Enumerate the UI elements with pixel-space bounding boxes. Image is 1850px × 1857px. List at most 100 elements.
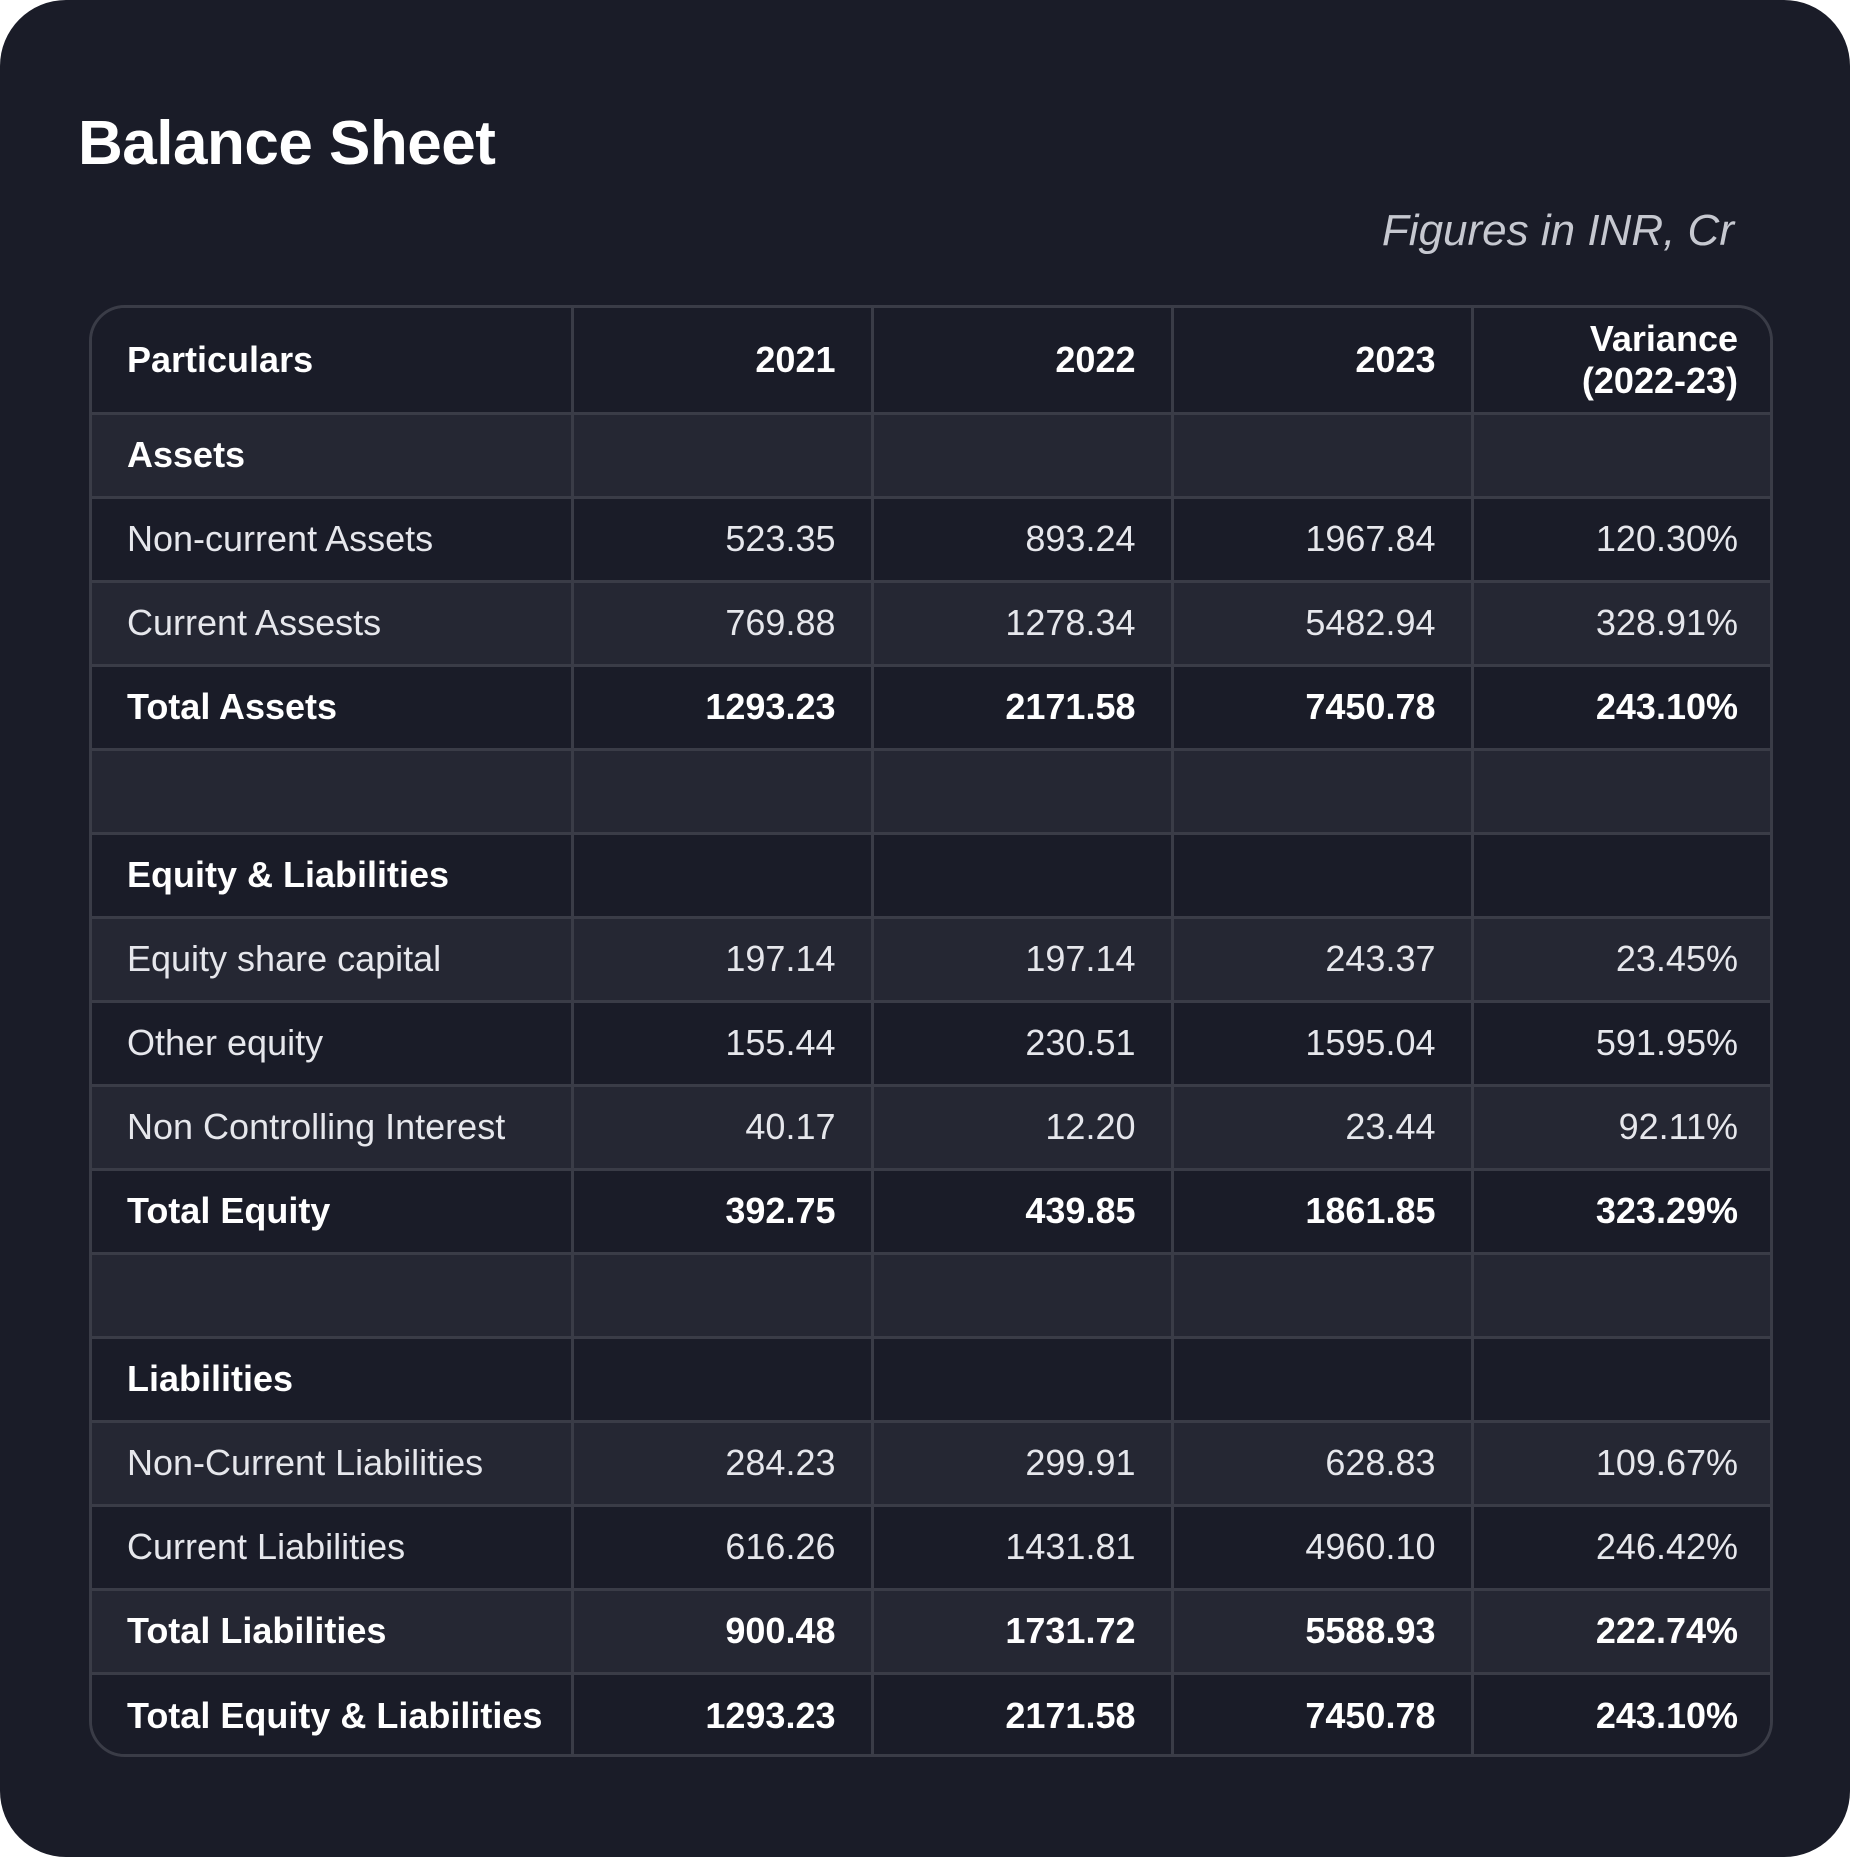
value-2022: 1731.72 <box>872 1589 1174 1675</box>
value-2023 <box>1172 1337 1474 1423</box>
balance-sheet-table: Particulars 2021 2022 2023 Variance (202… <box>89 305 1773 1757</box>
spacer-row <box>92 749 1770 835</box>
page-title: Balance Sheet <box>78 109 496 178</box>
row-label: Total Liabilities <box>92 1589 574 1675</box>
value-2023: 243.37 <box>1172 917 1474 1003</box>
value-variance <box>1472 1253 1770 1339</box>
value-variance <box>1472 1337 1770 1423</box>
value-variance <box>1472 749 1770 835</box>
value-variance: 222.74% <box>1472 1589 1770 1675</box>
total-row: Total Equity 392.75 439.85 1861.85 323.29% <box>92 1169 1770 1255</box>
value-2021 <box>572 413 874 499</box>
row-label: Equity & Liabilities <box>92 833 574 919</box>
value-variance: 591.95% <box>1472 1001 1770 1087</box>
row-label <box>92 749 574 835</box>
value-2023: 1595.04 <box>1172 1001 1474 1087</box>
row-label: Total Equity & Liabilities <box>92 1673 574 1754</box>
header-2021: 2021 <box>572 308 874 415</box>
value-2023: 5588.93 <box>1172 1589 1474 1675</box>
value-variance: 243.10% <box>1472 1673 1770 1754</box>
header-2023: 2023 <box>1172 308 1474 415</box>
row-label: Total Assets <box>92 665 574 751</box>
table-row: Non Controlling Interest 40.17 12.20 23.44 9… <box>92 1085 1770 1171</box>
value-2021 <box>572 833 874 919</box>
row-label: Other equity <box>92 1001 574 1087</box>
section-header-row: Liabilities <box>92 1337 1770 1423</box>
value-2022: 197.14 <box>872 917 1174 1003</box>
value-2023: 5482.94 <box>1172 581 1474 667</box>
section-header-row: Assets <box>92 413 1770 499</box>
value-2021 <box>572 1337 874 1423</box>
figures-unit-note: Figures in INR, Cr <box>1381 206 1734 255</box>
value-2021: 769.88 <box>572 581 874 667</box>
value-2022 <box>872 413 1174 499</box>
table-row: Current Liabilities 616.26 1431.81 4960.10 2… <box>92 1505 1770 1591</box>
total-row: Total Equity & Liabilities 1293.23 2171.58… <box>92 1673 1770 1754</box>
value-2022: 893.24 <box>872 497 1174 583</box>
value-2023: 7450.78 <box>1172 1673 1474 1754</box>
row-label: Non-Current Liabilities <box>92 1421 574 1507</box>
row-label: Non Controlling Interest <box>92 1085 574 1171</box>
header-2022: 2022 <box>872 308 1174 415</box>
value-variance: 323.29% <box>1472 1169 1770 1255</box>
value-variance <box>1472 413 1770 499</box>
value-2021: 284.23 <box>572 1421 874 1507</box>
value-2021: 392.75 <box>572 1169 874 1255</box>
value-2022: 2171.58 <box>872 1673 1174 1754</box>
value-2021: 1293.23 <box>572 1673 874 1754</box>
value-variance: 92.11% <box>1472 1085 1770 1171</box>
value-2022 <box>872 833 1174 919</box>
table-row: Equity share capital 197.14 197.14 243.37 23… <box>92 917 1770 1003</box>
value-2022: 439.85 <box>872 1169 1174 1255</box>
value-variance: 246.42% <box>1472 1505 1770 1591</box>
spacer-row <box>92 1253 1770 1339</box>
total-row: Total Liabilities 900.48 1731.72 5588.93 222… <box>92 1589 1770 1675</box>
value-2021: 523.35 <box>572 497 874 583</box>
value-variance: 109.67% <box>1472 1421 1770 1507</box>
value-variance: 120.30% <box>1472 497 1770 583</box>
value-2022: 230.51 <box>872 1001 1174 1087</box>
table-body: Assets Non-current Assets 523.35 893.24 1967… <box>92 413 1770 1754</box>
table-row: Current Assests 769.88 1278.34 5482.94 328.9… <box>92 581 1770 667</box>
value-2023 <box>1172 1253 1474 1339</box>
total-row: Total Assets 1293.23 2171.58 7450.78 243.10% <box>92 665 1770 751</box>
value-variance <box>1472 833 1770 919</box>
value-variance: 243.10% <box>1472 665 1770 751</box>
value-variance: 23.45% <box>1472 917 1770 1003</box>
header-particulars: Particulars <box>92 308 574 415</box>
table-row: Non-current Assets 523.35 893.24 1967.84 120… <box>92 497 1770 583</box>
value-2021: 900.48 <box>572 1589 874 1675</box>
value-2021 <box>572 1253 874 1339</box>
row-label: Total Equity <box>92 1169 574 1255</box>
value-2022: 1278.34 <box>872 581 1174 667</box>
value-2023: 23.44 <box>1172 1085 1474 1171</box>
value-2021: 40.17 <box>572 1085 874 1171</box>
value-2023: 4960.10 <box>1172 1505 1474 1591</box>
value-2021: 155.44 <box>572 1001 874 1087</box>
value-2023 <box>1172 833 1474 919</box>
value-2022: 299.91 <box>872 1421 1174 1507</box>
value-2022: 2171.58 <box>872 665 1174 751</box>
value-2022 <box>872 1253 1174 1339</box>
table-row: Other equity 155.44 230.51 1595.04 591.95% <box>92 1001 1770 1087</box>
row-label: Assets <box>92 413 574 499</box>
value-2023: 628.83 <box>1172 1421 1474 1507</box>
value-2021 <box>572 749 874 835</box>
value-2021: 616.26 <box>572 1505 874 1591</box>
section-header-row: Equity & Liabilities <box>92 833 1770 919</box>
value-2023: 1861.85 <box>1172 1169 1474 1255</box>
row-label: Current Assests <box>92 581 574 667</box>
value-2021: 1293.23 <box>572 665 874 751</box>
value-2023: 1967.84 <box>1172 497 1474 583</box>
row-label: Equity share capital <box>92 917 574 1003</box>
value-variance: 328.91% <box>1472 581 1770 667</box>
table-header-row: Particulars 2021 2022 2023 Variance (202… <box>92 308 1770 415</box>
table-row: Non-Current Liabilities 284.23 299.91 628.8… <box>92 1421 1770 1507</box>
row-label: Liabilities <box>92 1337 574 1423</box>
value-2023: 7450.78 <box>1172 665 1474 751</box>
value-2022 <box>872 1337 1174 1423</box>
value-2021: 197.14 <box>572 917 874 1003</box>
value-2023 <box>1172 749 1474 835</box>
row-label: Non-current Assets <box>92 497 574 583</box>
